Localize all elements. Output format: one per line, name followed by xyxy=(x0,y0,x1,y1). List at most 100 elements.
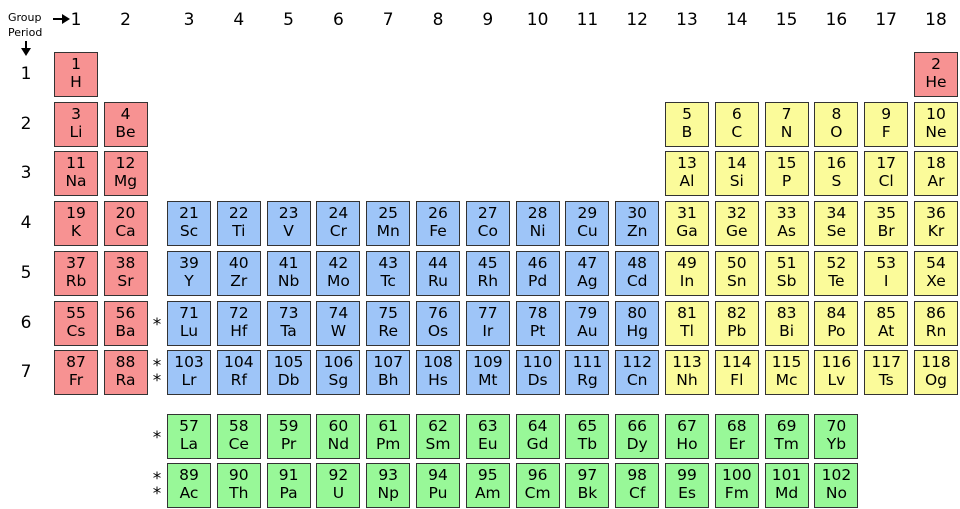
element-cell: 102 No xyxy=(814,463,859,508)
period-label: 6 xyxy=(20,313,32,333)
element-symbol: S xyxy=(831,172,842,190)
atomic-number: 15 xyxy=(776,154,797,172)
element-cell: 72 Hf xyxy=(216,301,261,346)
element-symbol: Mt xyxy=(478,371,498,389)
element-symbol: Li xyxy=(69,123,83,141)
element-cell: 116 Lv xyxy=(814,350,859,395)
element-symbol: Os xyxy=(427,322,449,340)
atomic-number: 51 xyxy=(776,254,797,272)
atomic-number: 89 xyxy=(179,466,199,484)
element-cell: 39 Y xyxy=(167,251,211,296)
element-symbol: N xyxy=(780,123,793,141)
element-symbol: Tm xyxy=(774,435,799,453)
element-cell: 52 Te xyxy=(814,251,859,296)
element-cell: 47 Ag xyxy=(565,251,610,296)
element-cell: 106 Sg xyxy=(316,350,361,395)
element-cell: 81 Tl xyxy=(665,301,709,346)
element-cell: 92 U xyxy=(316,463,361,508)
element-symbol: Ar xyxy=(927,172,945,190)
element-symbol: Cm xyxy=(524,484,551,502)
element-symbol: Sr xyxy=(117,272,134,290)
element-symbol: Rf xyxy=(230,371,247,389)
group-label: 3 xyxy=(183,10,195,30)
atomic-number: 93 xyxy=(378,466,399,484)
atomic-number: 75 xyxy=(378,304,399,322)
atomic-number: 20 xyxy=(115,204,136,222)
atomic-number: 71 xyxy=(179,304,199,322)
element-cell: 112 Cn xyxy=(615,350,660,395)
element-cell: 24 Cr xyxy=(316,201,361,246)
element-symbol: Lr xyxy=(181,371,197,389)
atomic-number: 111 xyxy=(572,353,603,371)
atomic-number: 34 xyxy=(826,204,847,222)
element-symbol: Po xyxy=(827,322,846,340)
element-symbol: Rg xyxy=(577,371,598,389)
element-symbol: Co xyxy=(477,222,498,240)
element-symbol: La xyxy=(179,435,199,453)
group-label: 9 xyxy=(482,10,494,30)
element-symbol: Th xyxy=(229,484,249,502)
element-cell: 32 Ge xyxy=(714,201,759,246)
element-symbol: Ge xyxy=(726,222,748,240)
element-symbol: Cn xyxy=(626,371,648,389)
footnote-marker: ** xyxy=(152,469,162,504)
element-cell: 109 Mt xyxy=(465,350,510,395)
element-symbol: Sm xyxy=(425,435,451,453)
element-cell: 77 Ir xyxy=(465,301,510,346)
element-symbol: Ta xyxy=(280,322,297,340)
atomic-number: 11 xyxy=(66,154,86,172)
element-cell: 29 Cu xyxy=(565,201,610,246)
element-symbol: Sg xyxy=(328,371,349,389)
atomic-number: 5 xyxy=(682,105,692,123)
atomic-number: 116 xyxy=(821,353,852,371)
group-label: 5 xyxy=(283,10,294,30)
element-symbol: Cs xyxy=(66,322,86,340)
element-symbol: Mc xyxy=(775,371,798,389)
element-symbol: Hg xyxy=(626,322,648,340)
element-symbol: Lu xyxy=(179,322,199,340)
element-cell: 28 Ni xyxy=(515,201,560,246)
atomic-number: 58 xyxy=(228,417,249,435)
element-cell: 11 Na xyxy=(54,151,98,196)
atomic-number: 25 xyxy=(378,204,399,222)
atomic-number: 72 xyxy=(228,304,249,322)
element-cell: 73 Ta xyxy=(266,301,311,346)
atomic-number: 109 xyxy=(473,353,503,371)
element-symbol: Zn xyxy=(626,222,648,240)
group-label: 18 xyxy=(925,10,947,30)
element-symbol: C xyxy=(731,123,743,141)
element-symbol: Pr xyxy=(280,435,297,453)
element-symbol: Ho xyxy=(676,435,698,453)
element-cell: 74 W xyxy=(316,301,361,346)
atomic-number: 29 xyxy=(577,204,598,222)
element-symbol: Es xyxy=(678,484,696,502)
group-label: 11 xyxy=(576,10,599,30)
atomic-number: 67 xyxy=(677,417,697,435)
element-cell: 21 Sc xyxy=(167,201,211,246)
element-cell: 105 Db xyxy=(266,350,311,395)
element-cell: 16 S xyxy=(814,151,859,196)
atomic-number: 114 xyxy=(722,353,752,371)
atomic-number: 101 xyxy=(771,466,802,484)
atomic-number: 62 xyxy=(428,417,448,435)
atomic-number: 78 xyxy=(527,304,548,322)
element-cell: 44 Ru xyxy=(416,251,460,296)
element-cell: 65 Tb xyxy=(565,414,610,459)
atomic-number: 112 xyxy=(622,353,652,371)
atomic-number: 52 xyxy=(826,254,847,272)
element-symbol: Mg xyxy=(113,172,138,190)
atomic-number: 110 xyxy=(522,353,553,371)
group-label: 10 xyxy=(526,10,549,30)
element-cell: 38 Sr xyxy=(103,251,148,296)
element-symbol: Ru xyxy=(428,272,448,290)
atomic-number: 81 xyxy=(677,304,697,322)
element-symbol: Bk xyxy=(577,484,598,502)
element-symbol: Xe xyxy=(926,272,946,290)
element-symbol: He xyxy=(925,73,947,91)
element-symbol: Ba xyxy=(115,322,136,340)
group-label: 15 xyxy=(775,10,798,30)
element-cell: 23 V xyxy=(266,201,311,246)
atomic-number: 107 xyxy=(373,353,403,371)
